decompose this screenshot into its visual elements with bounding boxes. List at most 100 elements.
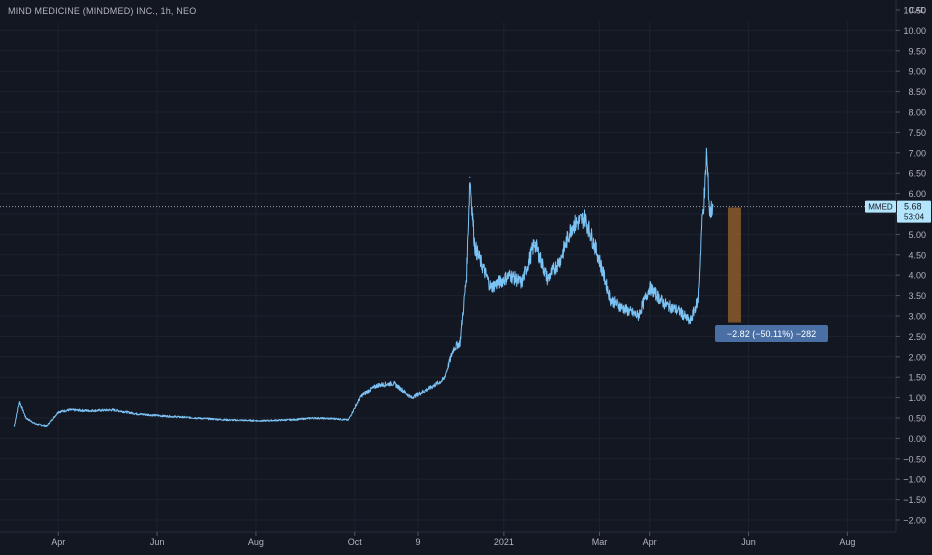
data-point	[459, 341, 461, 344]
data-point	[162, 415, 165, 417]
x-tick-label: Aug	[839, 537, 855, 547]
data-point	[697, 299, 699, 301]
data-point	[376, 384, 379, 386]
data-point	[453, 348, 455, 350]
measure-label-text: −2.82 (−50.11%) −282	[727, 329, 816, 339]
last-price-badge-bg	[897, 200, 931, 223]
data-point	[312, 417, 314, 419]
data-point	[689, 321, 691, 323]
data-point	[521, 282, 523, 284]
y-tick-label: −1.50	[903, 495, 926, 505]
data-point	[25, 417, 27, 419]
y-tick-label: 5.00	[908, 230, 926, 240]
data-point	[137, 413, 139, 415]
data-point	[34, 423, 37, 425]
y-tick-label: 9.50	[908, 46, 926, 56]
x-tick-label: Apr	[643, 537, 657, 547]
x-tick-label: 9	[415, 537, 420, 547]
y-tick-label: 7.50	[908, 128, 926, 138]
y-tick-label: 4.00	[908, 271, 926, 281]
y-tick-label: 7.00	[908, 148, 926, 158]
data-point	[427, 388, 429, 391]
series-layer	[13, 147, 714, 428]
data-point	[490, 286, 492, 289]
data-point	[571, 225, 573, 227]
data-point	[663, 303, 665, 305]
y-tick-label: 3.00	[908, 312, 926, 322]
y-tick-label: 2.00	[908, 352, 926, 362]
chart-title: MIND MEDICINE (MINDMED) INC., 1h, NEO	[8, 6, 197, 16]
x-tick-label: Mar	[592, 537, 608, 547]
data-point	[112, 409, 114, 411]
data-point	[480, 262, 482, 264]
last-price-value: 5.68	[904, 202, 922, 212]
last-price-countdown: 53:04	[904, 213, 925, 222]
data-point	[443, 378, 445, 380]
data-point	[393, 382, 395, 384]
data-point	[709, 213, 711, 215]
data-point	[18, 401, 20, 403]
y-tick-label: 1.00	[908, 393, 926, 403]
ticker-tag-bg	[865, 200, 896, 213]
grid	[0, 22, 896, 532]
data-point	[469, 176, 471, 178]
data-point	[227, 419, 229, 421]
measure-bar	[727, 207, 741, 323]
y-tick-label: −0.50	[903, 454, 926, 464]
data-point	[294, 419, 296, 421]
data-point	[410, 397, 413, 399]
data-point	[705, 152, 708, 154]
data-point	[621, 307, 623, 309]
measure-label-bg	[715, 325, 828, 342]
data-point	[584, 217, 586, 219]
currency-label: CAD	[909, 6, 926, 15]
ticker-tag: MMED	[865, 200, 896, 213]
data-point	[360, 394, 362, 397]
data-point	[465, 274, 468, 276]
y-tick-label: 10.50	[903, 6, 926, 16]
time-axis[interactable]: Apr Jun Aug Oct 9 2021 Mar Apr Jun Aug	[0, 531, 896, 547]
data-point	[700, 225, 703, 227]
data-point	[13, 425, 16, 427]
data-point	[704, 188, 706, 191]
y-tick-label: 0.50	[908, 414, 926, 424]
y-tick-label: 9.00	[908, 67, 926, 77]
data-point	[46, 425, 48, 427]
y-tick-label: −2.00	[903, 516, 926, 526]
data-point	[712, 205, 714, 207]
data-point	[597, 254, 599, 256]
data-point	[336, 418, 338, 420]
x-tick-label: 2021	[494, 537, 514, 547]
y-tick-label: 2.50	[908, 332, 926, 342]
data-point	[637, 315, 639, 317]
measure-label: −2.82 (−50.11%) −282	[715, 325, 828, 342]
x-tick-label: Apr	[51, 537, 65, 547]
y-tick-label: 1.50	[908, 373, 926, 383]
data-point	[559, 258, 562, 260]
data-point	[347, 419, 349, 421]
y-tick-label: 6.00	[908, 189, 926, 199]
data-point	[547, 278, 549, 280]
data-point	[610, 299, 612, 301]
y-tick-label: 8.50	[908, 87, 926, 97]
price-axis[interactable]: 10.50 10.00 9.50 9.00 8.50 8.00 7.50 7.00 6.50 6.…	[895, 0, 926, 532]
ticker-tag-label: MMED	[868, 203, 893, 212]
data-point	[195, 417, 197, 419]
y-tick-label: 0.00	[908, 434, 926, 444]
data-point	[474, 246, 476, 248]
y-tick-label: −1.00	[903, 475, 926, 485]
x-tick-label: Oct	[348, 537, 363, 547]
data-point	[68, 409, 71, 411]
y-tick-label: 6.50	[908, 169, 926, 179]
y-tick-label: 4.50	[908, 250, 926, 260]
data-point	[57, 411, 59, 413]
x-tick-label: Aug	[248, 537, 264, 547]
y-tick-label: 8.00	[908, 108, 926, 118]
series-line-mmed	[14, 147, 714, 428]
data-point	[261, 420, 264, 422]
data-point	[509, 274, 511, 276]
